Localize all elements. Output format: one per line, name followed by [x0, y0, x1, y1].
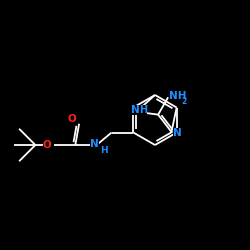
Text: N: N [172, 128, 181, 138]
Text: O: O [68, 114, 76, 124]
Text: 2: 2 [181, 96, 186, 106]
Text: NH: NH [169, 91, 187, 101]
Text: H: H [100, 146, 108, 155]
Text: O: O [43, 140, 51, 150]
Text: N: N [131, 106, 140, 116]
Text: N: N [90, 139, 99, 149]
Text: H: H [139, 106, 147, 116]
